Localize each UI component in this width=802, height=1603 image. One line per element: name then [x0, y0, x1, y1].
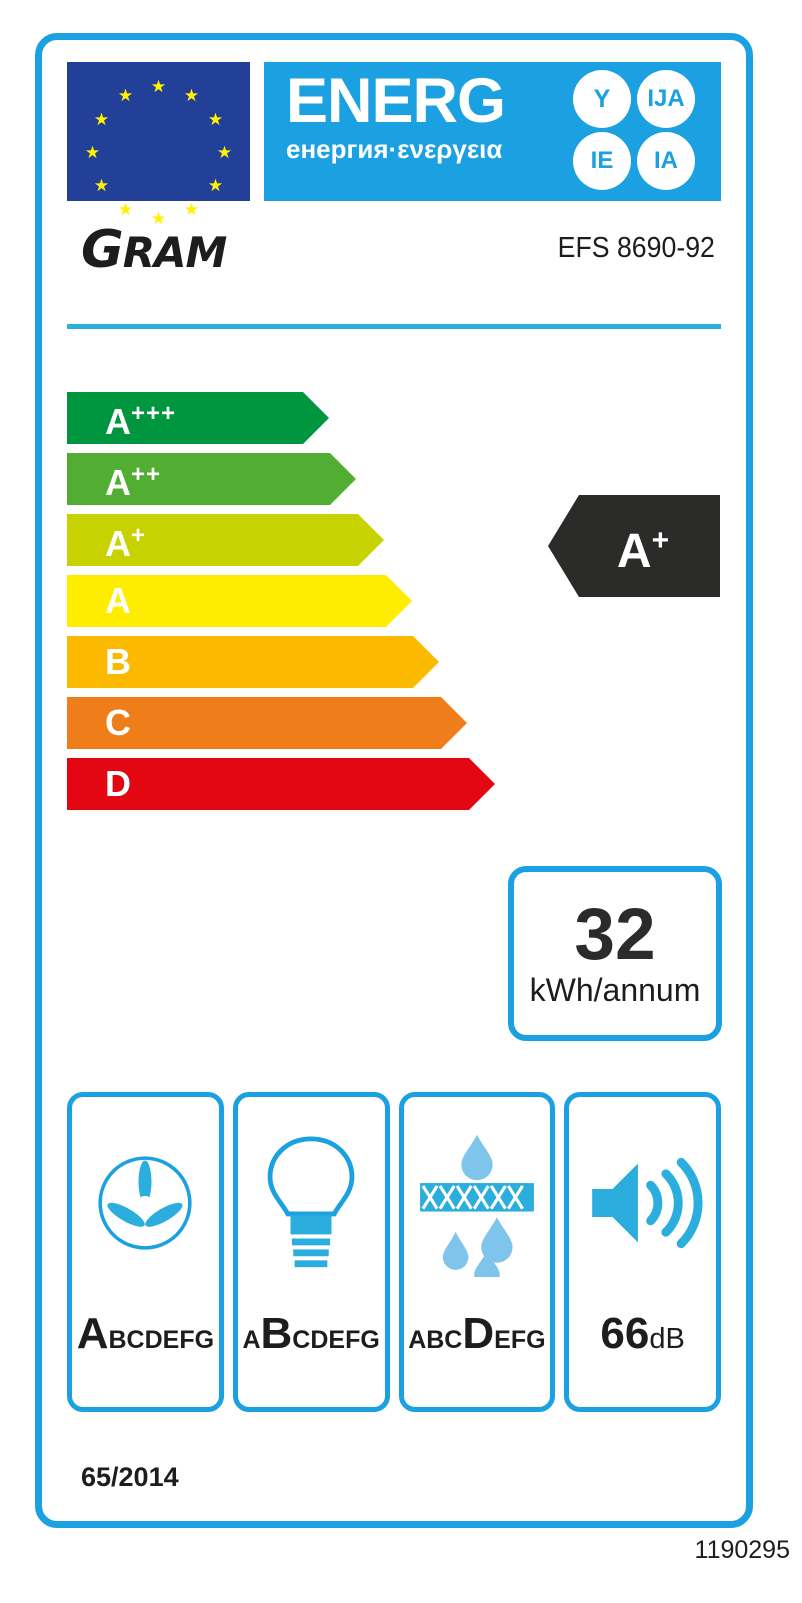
scale-bar-a: A [67, 575, 537, 627]
metric-box-fluid-dynamic-efficiency: ABCDEFG [67, 1092, 224, 1412]
scale-bar-aplus: A+ [67, 514, 537, 566]
brand-logo-initial: G [81, 220, 124, 280]
brand-logo: GRAM [81, 220, 228, 280]
scale-bar-arrow-tip [303, 392, 329, 444]
energy-label-inner: ★ ★ ★ ★ ★ ★ ★ ★ ★ ★ ★ ★ ENERG енергия·εν… [42, 40, 746, 1521]
lang-circle-ija: IJA [637, 70, 695, 128]
scale-bar-b: B [67, 636, 537, 688]
rating-arrow: A+ [548, 495, 720, 597]
scale-bar-label: A++ [105, 461, 162, 503]
grease-filter-icon [404, 1097, 551, 1309]
energy-consumption-value: 32 [574, 893, 656, 975]
scale-bar-aplusplus: A++ [67, 453, 537, 505]
scale-bar-arrow-tip [358, 514, 384, 566]
energ-banner: ENERG енергия·ενεργεια Y IJA IE IA [264, 62, 721, 201]
header-divider [67, 324, 721, 329]
label-header: ★ ★ ★ ★ ★ ★ ★ ★ ★ ★ ★ ★ ENERG енергия·εν… [67, 62, 721, 227]
energy-consumption-unit: kWh/annum [529, 971, 701, 1008]
scale-bar-c: C [67, 697, 537, 749]
brand-logo-rest: RAM [122, 228, 228, 277]
scale-bar-label: D [105, 763, 131, 804]
speaker-icon [569, 1097, 716, 1309]
lang-circle-ia: IA [637, 132, 695, 190]
scale-bar-arrow-tip [413, 636, 439, 688]
metric-box-noise-level: 66dB [564, 1092, 721, 1412]
lightbulb-icon [238, 1097, 385, 1309]
scale-bar-label: A [105, 580, 131, 621]
brand-row: GRAM EFS 8690-92 [67, 220, 721, 280]
scale-bar-label: B [105, 641, 131, 682]
scale-bar-arrow-tip [386, 575, 412, 627]
energ-subtitle: енергия·ενεργεια [286, 134, 503, 164]
language-circles: Y IJA IE IA [573, 70, 711, 192]
scale-bar-d: D [67, 758, 537, 810]
scale-bar-label: C [105, 702, 131, 743]
scale-bar-arrow-tip [441, 697, 467, 749]
scale-bar-label: A+ [105, 522, 147, 564]
metric-box-grease-filtering-efficiency: ABCDEFG [398, 1092, 556, 1412]
scale-bar-arrow-tip [469, 758, 495, 810]
lang-circle-y: Y [573, 70, 631, 128]
energy-consumption-box: 32 kWh/annum [508, 866, 722, 1041]
rating-arrow-label: A+ [616, 523, 670, 578]
document-number: 1190295 [694, 1536, 790, 1564]
model-name: EFS 8690-92 [557, 232, 715, 264]
energy-label-frame: ★ ★ ★ ★ ★ ★ ★ ★ ★ ★ ★ ★ ENERG енергия·εν… [35, 33, 753, 1528]
energ-wordmark: ENERG [286, 66, 506, 136]
efficiency-scale: A+++ A++ A+ A B C D [67, 392, 537, 819]
regulation-number: 65/2014 [81, 1462, 179, 1492]
energ-text-group: ENERG енергия·ενεργεια [286, 66, 506, 165]
metric-value-noise-level: 66dB [600, 1309, 685, 1358]
metric-value-lighting-efficiency: ABCDEFG [242, 1309, 380, 1358]
eu-flag-icon: ★ ★ ★ ★ ★ ★ ★ ★ ★ ★ ★ ★ [67, 62, 250, 227]
scale-bar-aplusplusplus: A+++ [67, 392, 537, 444]
lang-circle-ie: IE [573, 132, 631, 190]
metric-value-fluid-dynamic-efficiency: ABCDEFG [76, 1309, 215, 1358]
fan-icon [72, 1097, 219, 1309]
scale-bar-label: A+++ [105, 400, 177, 442]
metric-boxes: ABCDEFG ABCDEFG ABCDEFG 66dB [67, 1092, 721, 1412]
metric-box-lighting-efficiency: ABCDEFG [232, 1092, 390, 1412]
scale-bar-arrow-tip [330, 453, 356, 505]
metric-value-grease-filtering-efficiency: ABCDEFG [408, 1309, 546, 1358]
